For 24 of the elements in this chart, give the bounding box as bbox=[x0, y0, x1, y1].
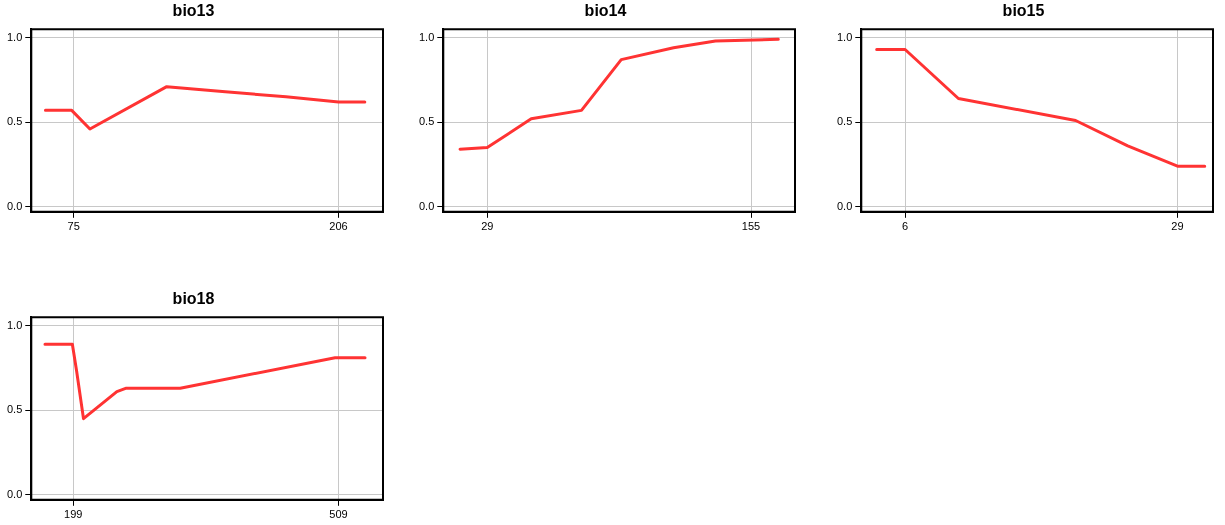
y-tick-label: 0.5 bbox=[418, 115, 435, 128]
chart-title: bio14 bbox=[584, 2, 627, 20]
x-tick-label: 6 bbox=[902, 220, 909, 233]
y-tick-label: 0.5 bbox=[6, 403, 23, 416]
x-tick-label: 155 bbox=[741, 220, 761, 233]
y-tick-label: 1.0 bbox=[6, 30, 23, 43]
y-tick-label: 0.0 bbox=[6, 199, 23, 212]
x-tick-label: 509 bbox=[329, 508, 348, 521]
x-tick-label: 29 bbox=[1171, 220, 1184, 233]
x-tick-label: 206 bbox=[329, 220, 348, 233]
y-tick-label: 0.0 bbox=[836, 199, 853, 212]
x-tick-label: 199 bbox=[64, 508, 83, 521]
y-tick-label: 0.0 bbox=[6, 487, 23, 500]
chart-title: bio15 bbox=[1002, 2, 1045, 20]
y-tick-label: 1.0 bbox=[418, 30, 435, 43]
chart-title: bio18 bbox=[172, 290, 215, 308]
chart-title: bio13 bbox=[172, 2, 215, 20]
y-tick-label: 0.0 bbox=[418, 199, 435, 212]
y-tick-label: 1.0 bbox=[836, 30, 853, 43]
y-tick-label: 0.5 bbox=[6, 115, 23, 128]
y-tick-label: 1.0 bbox=[6, 318, 23, 331]
y-tick-label: 0.5 bbox=[836, 115, 853, 128]
x-tick-label: 29 bbox=[481, 220, 494, 233]
x-tick-label: 75 bbox=[67, 220, 80, 233]
